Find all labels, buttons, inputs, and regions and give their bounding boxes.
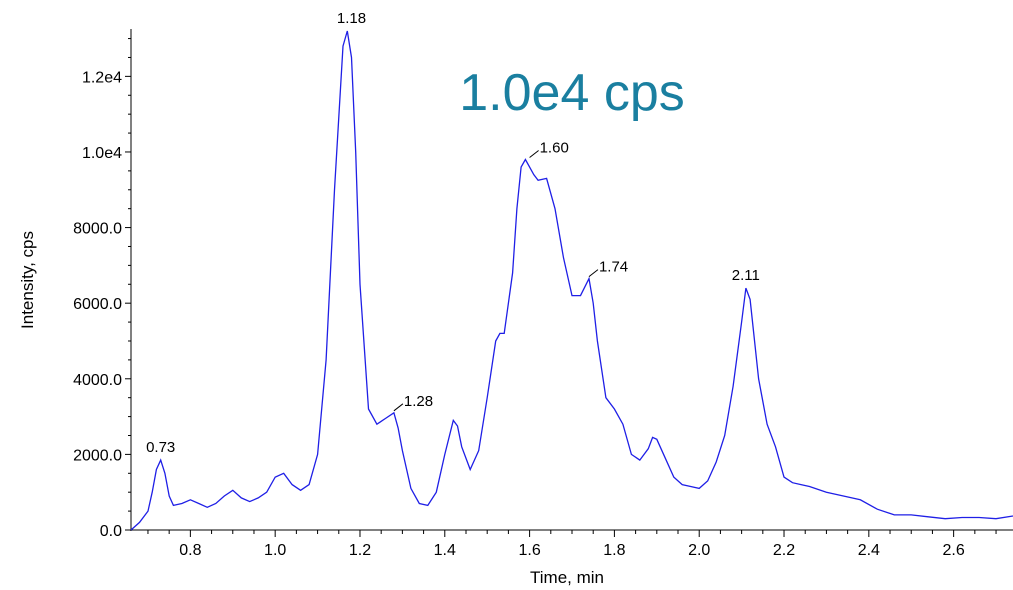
- tick-marks: [125, 38, 997, 537]
- peak-label: 1.74: [599, 259, 628, 276]
- x-axis-label: Time, min: [530, 568, 604, 587]
- tick-labels: 0.8 1.0 1.2 1.4 1.6 1.8 2.0 2.2 2.4 2.6 0.0 2000.0 4…: [73, 69, 965, 559]
- x-tick-label: 1.4: [434, 542, 456, 559]
- x-tick-label: 2.0: [688, 542, 710, 559]
- x-tick-label: 1.0: [264, 542, 286, 559]
- peak-label: 1.60: [540, 140, 569, 157]
- intensity-trace: [130, 30, 1013, 531]
- peak-leader-line: [588, 269, 599, 278]
- peak-label: 1.18: [337, 10, 366, 27]
- peak-label: 2.11: [732, 267, 760, 284]
- x-tick-label: 1.2: [349, 542, 371, 559]
- y-tick-label: 8000.0: [73, 221, 122, 238]
- scale-annotation: 1.0e4 cps: [459, 64, 685, 122]
- y-tick-label: 0.0: [100, 523, 122, 540]
- peak-labels: 0.73 1.18 1.28 1.60 1.74 2.11: [146, 10, 760, 456]
- y-tick-label: 2000.0: [73, 447, 122, 464]
- x-tick-label: 2.4: [858, 542, 880, 559]
- x-tick-label: 1.8: [603, 542, 625, 559]
- peak-leader-line: [529, 150, 539, 158]
- peak-label: 0.73: [146, 439, 175, 456]
- peak-leader-line: [393, 403, 404, 412]
- y-tick-label: 1.2e4: [82, 69, 122, 86]
- x-tick-label: 0.8: [179, 542, 201, 559]
- y-tick-label: 4000.0: [73, 372, 122, 389]
- y-tick-label: 1.0e4: [82, 145, 122, 162]
- x-tick-label: 2.6: [943, 542, 965, 559]
- y-tick-label: 6000.0: [73, 296, 122, 313]
- x-tick-label: 2.2: [773, 542, 795, 559]
- peak-label: 1.28: [404, 393, 433, 410]
- x-tick-label: 1.6: [518, 542, 540, 559]
- y-axis-label: Intensity, cps: [18, 231, 37, 329]
